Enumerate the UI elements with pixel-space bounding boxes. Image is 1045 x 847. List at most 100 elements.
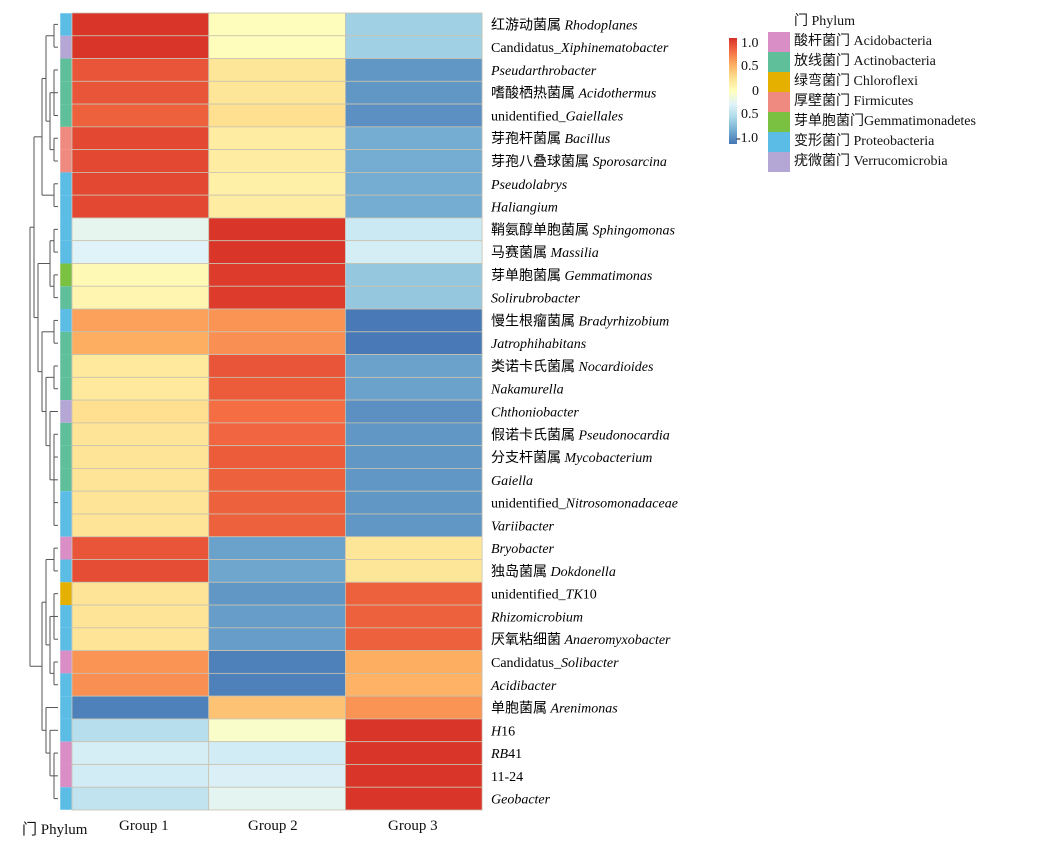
phylum-annotation-cell — [60, 422, 72, 446]
row-label: 慢生根瘤菌属 Bradyrhizobium — [491, 312, 669, 329]
heatmap-cell — [208, 58, 346, 82]
heatmap-cell — [208, 650, 346, 674]
phylum-annotation-cell — [60, 309, 72, 332]
heatmap-cells — [71, 12, 483, 811]
row-label: Solirubrobacter — [491, 292, 580, 307]
heatmap-cell — [344, 422, 483, 447]
heatmap-cell — [208, 171, 346, 196]
heatmap-cell — [208, 285, 346, 310]
row-label: Nakamurella — [490, 383, 564, 398]
heatmap-cell — [71, 285, 210, 310]
heatmap-cell — [71, 786, 210, 811]
heatmap-cell — [344, 718, 483, 743]
heatmap-cell — [71, 422, 210, 447]
heatmap-cell — [71, 445, 210, 469]
heatmap-cell — [71, 399, 210, 424]
phylum-annotation-cell — [60, 445, 72, 469]
legend-label: 芽单胞菌门Gemmatimonadetes — [794, 114, 976, 129]
heatmap-cell — [344, 263, 483, 287]
heatmap-cell — [71, 536, 210, 560]
phylum-annotation-cell — [60, 240, 72, 264]
phylum-annotation-cell — [60, 718, 72, 742]
row-label: 鞘氨醇单胞菌属 Sphingomonas — [491, 221, 676, 238]
heatmap-cell — [71, 695, 210, 720]
phylum-annotation-cell — [60, 559, 72, 583]
heatmap-cell — [344, 12, 483, 37]
heatmap-cell — [208, 627, 346, 651]
phylum-annotation-cell — [60, 673, 72, 697]
color-tick: -1.0 — [736, 131, 759, 146]
legend-swatch — [768, 92, 790, 112]
column-label-group-1: Group 1 — [119, 818, 169, 834]
row-label: Acidibacter — [490, 679, 557, 694]
heatmap-cell — [208, 263, 346, 287]
phylum-annotation-cell — [60, 126, 72, 150]
row-label: Bryobacter — [491, 542, 555, 557]
heatmap-cell — [208, 399, 346, 424]
legend-swatch — [768, 132, 790, 152]
heatmap-cell — [71, 194, 210, 219]
heatmap-cell — [71, 308, 210, 333]
row-label: 单胞菌属 Arenimonas — [491, 701, 618, 717]
row-label: 嗜酸栖热菌属 Acidothermus — [491, 86, 657, 102]
heatmap-cell — [208, 331, 346, 355]
heatmap-cell — [344, 171, 483, 196]
row-label: unidentified_Nitrosomonadaceae — [491, 497, 678, 512]
phylum-annotation-cell — [60, 400, 72, 423]
phylum-annotation-cell — [60, 172, 72, 196]
heatmap-cell — [344, 468, 483, 492]
heatmap-cell — [344, 217, 483, 242]
heatmap-cell — [208, 741, 346, 765]
phylum-annotation-cell — [60, 377, 72, 401]
legend-item: 变形菌门 Proteobacteria — [768, 132, 976, 152]
heatmap-cell — [344, 331, 483, 355]
heatmap-cell — [208, 718, 346, 743]
phylum-annotation-column — [59, 12, 73, 811]
phylum-annotation-cell — [60, 149, 72, 173]
heatmap-cell — [71, 672, 210, 697]
heatmap-cell — [344, 35, 483, 59]
row-label: unidentified_TK10 — [491, 588, 597, 603]
heatmap-cell — [208, 354, 346, 378]
row-label: Gaiella — [491, 474, 533, 489]
heatmap-cell — [344, 376, 483, 401]
heatmap-cell — [344, 741, 483, 765]
legend-label: 厚壁菌门 Firmicutes — [794, 94, 914, 109]
heatmap-cell — [208, 240, 346, 264]
color-tick: 0.5 — [741, 107, 759, 122]
heatmap-cell — [208, 126, 346, 151]
color-tick: 0 — [752, 84, 759, 99]
heatmap-cell — [208, 786, 346, 811]
heatmap-cell — [208, 559, 346, 583]
row-label: RB41 — [490, 747, 522, 762]
row-labels: 红游动菌属 Rhodoplanes Candidatus_Xiphinematob… — [490, 17, 678, 807]
phylum-annotation-cell — [60, 81, 72, 105]
legend-label: 放线菌门 Actinobacteria — [794, 54, 936, 69]
phylum-annotation-cell — [60, 263, 72, 287]
row-label: Candidatus_Solibacter — [491, 656, 619, 671]
legend-label: 酸杆菌门 Acidobacteria — [794, 34, 933, 49]
row-label: Candidatus_Xiphinematobacter — [491, 41, 669, 56]
phylum-annotation-cell — [60, 741, 72, 765]
heatmap-cell — [71, 217, 210, 242]
heatmap-cell — [71, 103, 210, 128]
heatmap-cell — [71, 559, 210, 583]
legend-swatch — [768, 112, 790, 132]
heatmap-cell — [208, 445, 346, 469]
heatmap-cell — [344, 103, 483, 128]
row-label: 芽孢杆菌属 Bacillus — [491, 131, 611, 147]
heatmap-cell — [208, 308, 346, 333]
phylum-annotation-cell — [60, 286, 72, 310]
heatmap-cell — [344, 308, 483, 333]
phylum-annotation-cell — [60, 354, 72, 378]
row-label: Haliangium — [490, 201, 558, 216]
heatmap-cell — [71, 240, 210, 264]
heatmap-cell — [71, 126, 210, 151]
heatmap-cell — [71, 171, 210, 196]
row-label: Rhizomicrobium — [490, 610, 583, 625]
heatmap-cell — [344, 354, 483, 378]
row-label: 芽孢八叠球菌属 Sporosarcina — [491, 154, 667, 170]
phylum-annotation-cell — [60, 491, 72, 514]
heatmap-cell — [71, 354, 210, 378]
heatmap-cell — [208, 149, 346, 173]
